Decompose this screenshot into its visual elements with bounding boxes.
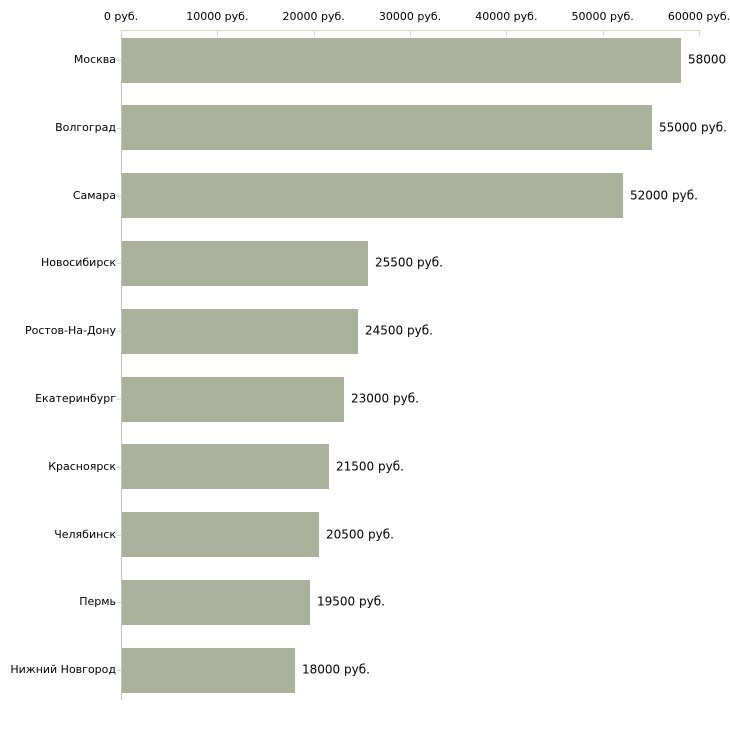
bar xyxy=(122,309,358,354)
x-axis-tick-label: 0 руб. xyxy=(103,10,139,23)
x-axis-tick-label: 20000 руб. xyxy=(282,10,345,23)
x-axis-tick-label: 40000 руб. xyxy=(475,10,538,23)
x-axis-tick xyxy=(699,30,700,36)
bar xyxy=(122,241,368,286)
x-axis-tick xyxy=(506,30,508,36)
x-axis-tick xyxy=(602,30,604,36)
value-label: 21500 руб. xyxy=(336,459,404,474)
x-axis-tick-label: 50000 руб. xyxy=(571,10,634,23)
category-tick xyxy=(117,602,121,603)
x-axis-tick-label: 10000 руб. xyxy=(186,10,249,23)
category-tick xyxy=(117,399,121,400)
x-axis-tick xyxy=(313,30,315,36)
bar xyxy=(122,377,344,422)
value-label: 18000 руб. xyxy=(302,662,370,677)
bar xyxy=(122,105,652,150)
bar xyxy=(122,173,623,218)
bar xyxy=(122,38,681,83)
category-label: Новосибирск xyxy=(40,256,116,270)
value-label: 58000 руб. xyxy=(688,52,730,67)
bar xyxy=(122,580,310,625)
category-label: Москва xyxy=(73,53,116,66)
x-axis-tick-label: 30000 руб. xyxy=(378,10,442,23)
value-label: 52000 руб. xyxy=(630,188,698,203)
x-axis-tick xyxy=(410,30,411,36)
category-tick xyxy=(117,670,121,671)
value-label: 24500 руб. xyxy=(365,323,433,338)
category-label: Волгоград xyxy=(55,120,116,134)
bar xyxy=(122,444,329,489)
category-label: Нижний Новгород xyxy=(10,663,116,677)
value-label: 19500 руб. xyxy=(317,594,385,609)
x-axis-tick-label: 60000 руб. xyxy=(667,10,730,23)
category-tick xyxy=(117,535,121,536)
category-label: Екатеринбург xyxy=(35,392,116,405)
value-label: 25500 руб. xyxy=(375,255,443,270)
category-tick xyxy=(117,263,121,264)
value-label: 20500 руб. xyxy=(326,527,394,542)
category-tick xyxy=(117,128,121,129)
value-label: 23000 руб. xyxy=(351,391,419,406)
x-axis-tick xyxy=(217,30,219,36)
category-tick xyxy=(117,196,121,197)
bar xyxy=(122,648,295,693)
category-tick xyxy=(117,60,121,61)
category-label: Пермь xyxy=(79,595,116,609)
x-axis-tick xyxy=(121,30,122,36)
y-axis-line xyxy=(121,30,122,700)
category-tick xyxy=(117,331,121,332)
category-label: Челябинск xyxy=(54,527,116,541)
category-tick xyxy=(117,467,121,468)
category-label: Ростов-На-Дону xyxy=(24,324,116,338)
value-label: 55000 руб. xyxy=(659,120,727,135)
category-label: Красноярск xyxy=(48,459,116,473)
category-label: Самара xyxy=(72,188,116,202)
bar xyxy=(122,512,319,557)
